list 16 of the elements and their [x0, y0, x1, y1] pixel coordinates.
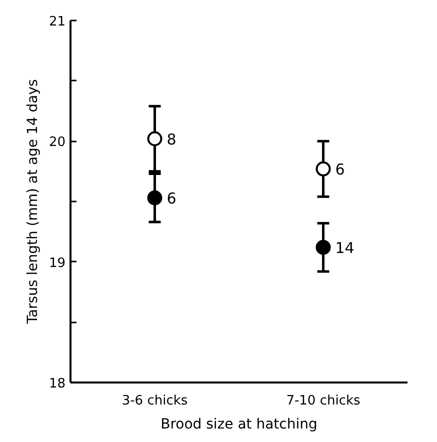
annotation: 14 [335, 238, 354, 257]
x-axis-title: Brood size at hatching [160, 416, 318, 432]
point [316, 240, 331, 255]
point [147, 190, 162, 206]
x-tick-label: 3-6 chicks [122, 394, 188, 408]
point [147, 131, 162, 146]
annotation: 6 [166, 189, 176, 208]
y-tick-label: 19 [48, 256, 66, 271]
annotation: 8 [166, 130, 176, 148]
annotation: 6 [335, 160, 345, 178]
y-tick-label: 21 [48, 14, 66, 30]
y-tick-label: 18 [48, 376, 66, 392]
y-axis-title: Tarsus length (mm) at age 14 days [24, 79, 41, 325]
x-tick-label: 7-10 chicks [286, 394, 361, 408]
y-tick-label: 20 [48, 135, 66, 150]
point [316, 161, 331, 176]
